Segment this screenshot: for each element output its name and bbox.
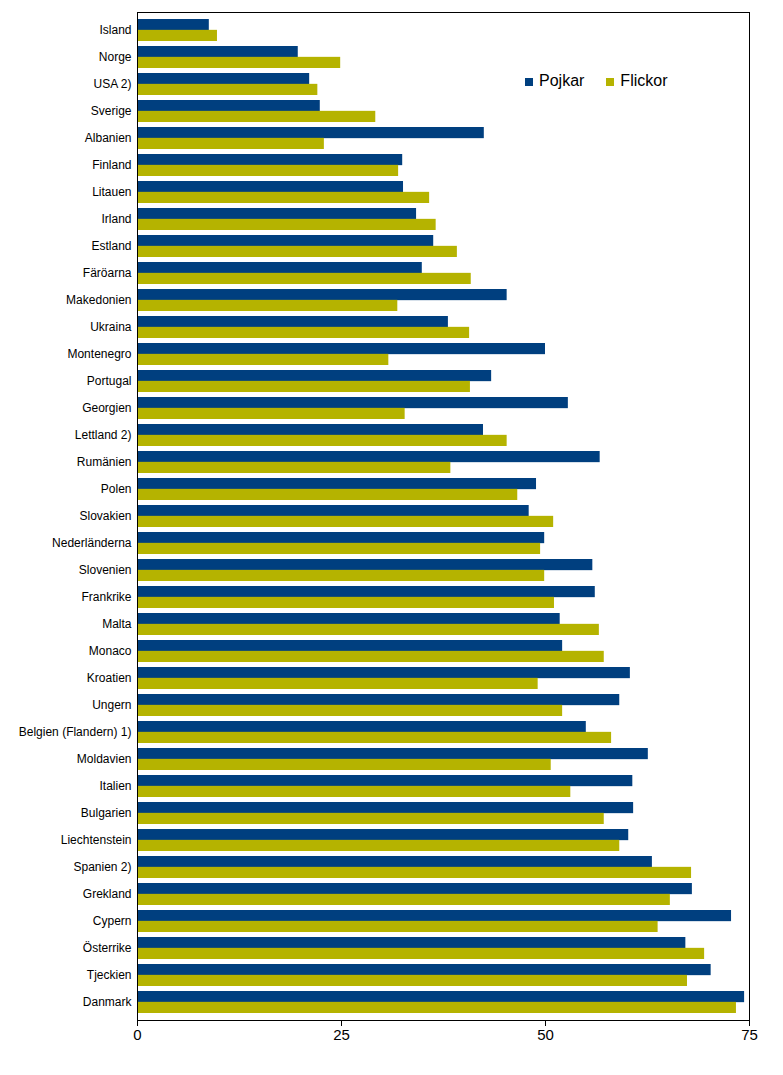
svg-text:75: 75 (741, 1026, 758, 1043)
svg-text:Färöarna: Färöarna (83, 266, 132, 280)
svg-text:USA 2): USA 2) (93, 77, 131, 91)
svg-text:50: 50 (537, 1026, 554, 1043)
svg-text:Bulgarien: Bulgarien (81, 806, 132, 820)
svg-text:Danmark: Danmark (83, 995, 133, 1009)
svg-text:Albanien: Albanien (85, 131, 132, 145)
svg-text:Montenegro: Montenegro (67, 347, 131, 361)
svg-text:Litauen: Litauen (92, 185, 131, 199)
svg-text:Estland: Estland (91, 239, 131, 253)
svg-text:Finland: Finland (92, 158, 131, 172)
svg-text:25: 25 (333, 1026, 350, 1043)
svg-text:Lettland 2): Lettland 2) (75, 428, 132, 442)
svg-text:Tjeckien: Tjeckien (87, 968, 132, 982)
svg-text:Monaco: Monaco (89, 644, 132, 658)
svg-text:Malta: Malta (102, 617, 132, 631)
svg-text:Polen: Polen (101, 482, 132, 496)
svg-text:Sverige: Sverige (91, 104, 132, 118)
svg-text:Liechtenstein: Liechtenstein (61, 833, 132, 847)
svg-text:Belgien (Flandern) 1): Belgien (Flandern) 1) (19, 725, 132, 739)
svg-text:Kroatien: Kroatien (87, 671, 132, 685)
svg-text:Cypern: Cypern (93, 914, 132, 928)
svg-text:Spanien 2): Spanien 2) (73, 860, 131, 874)
svg-text:Grekland: Grekland (83, 887, 132, 901)
svg-text:Norge: Norge (99, 50, 132, 64)
svg-text:0: 0 (133, 1026, 141, 1043)
svg-text:Island: Island (99, 23, 131, 37)
svg-text:Makedonien: Makedonien (66, 293, 131, 307)
svg-text:Ukraina: Ukraina (90, 320, 132, 334)
svg-text:Ungern: Ungern (92, 698, 131, 712)
svg-text:Nederländerna: Nederländerna (52, 536, 132, 550)
html-text:Flickor: Flickor (620, 72, 668, 89)
svg-text:Slovakien: Slovakien (79, 509, 131, 523)
svg-text:Italien: Italien (99, 779, 131, 793)
svg-text:Irland: Irland (101, 212, 131, 226)
html-text:Pojkar: Pojkar (539, 72, 585, 89)
svg-text:Georgien: Georgien (82, 401, 131, 415)
svg-text:Rumänien: Rumänien (77, 455, 132, 469)
svg-text:Slovenien: Slovenien (79, 563, 132, 577)
svg-text:Portugal: Portugal (87, 374, 132, 388)
svg-text:Frankrike: Frankrike (81, 590, 131, 604)
svg-text:Österrike: Österrike (83, 941, 132, 955)
svg-text:Moldavien: Moldavien (77, 752, 132, 766)
